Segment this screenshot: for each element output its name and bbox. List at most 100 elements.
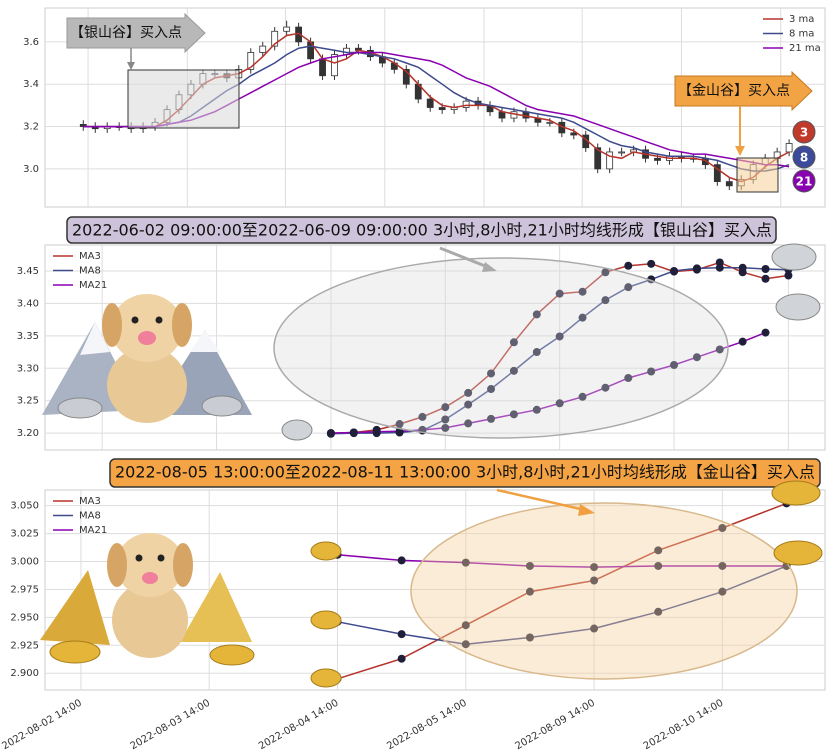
y-tick-label: 3.6 [23,37,39,48]
marker [372,427,381,436]
legend-label: MA8 [79,266,101,277]
overlay: 【银山谷】买入点 【金山谷】买入点 3 8 21 2022-06-02 09:0… [40,12,823,688]
ingot [209,644,255,666]
marker [654,607,663,616]
silver-decoration [42,243,821,441]
y-tick-label: 3.000 [10,557,39,568]
callout-arrowhead [735,146,745,156]
marker [532,405,541,414]
candle-body [79,124,87,127]
marker [647,367,656,376]
pointer-arrowhead [578,504,595,516]
dog-head [111,294,183,362]
panel-title: 2022-06-02 09:00:00至2022-06-09 09:00:00 … [72,221,772,240]
marker [601,383,610,392]
marker [624,261,633,270]
ingot [57,397,103,419]
marker [555,289,564,298]
marker [461,640,470,649]
ingot [310,668,342,688]
marker [525,633,534,642]
marker [692,264,701,273]
y-tick-label: 3.30 [17,363,39,374]
marker [670,361,679,370]
y-tick-label: 3.35 [17,331,39,342]
marker [555,399,564,408]
y-tick-label: 3.2 [23,122,39,133]
y-tick-label: 3.025 [10,529,39,540]
marker [397,630,406,639]
ingot [201,395,243,417]
ingot [281,419,313,441]
snow [190,330,220,352]
candle-body [713,164,721,182]
dog-eye [155,316,163,324]
marker [525,561,534,570]
ingot [49,640,101,664]
marker [715,345,724,354]
title-banner [109,458,821,488]
marker [718,561,727,570]
marker [461,621,470,630]
marker [349,428,358,437]
badge-21 [792,169,816,193]
marker [718,523,727,532]
marker [738,263,747,272]
marker [464,400,473,409]
highlight-ellipse [410,502,798,680]
marker [461,558,470,567]
pointer-arrowhead [482,262,497,272]
gold-callout [674,70,813,112]
dog-ear [107,543,127,587]
y-tick-label: 2.975 [10,584,39,595]
legend-label: MA3 [79,496,101,507]
snow [80,322,110,355]
marker [590,563,599,572]
y-tick-label: 2.950 [10,612,39,623]
marker [738,337,747,346]
dog-eye [157,554,165,562]
dog-tongue [142,572,158,584]
legend-label: 21 ma [789,43,821,54]
series-line [337,565,787,645]
legend-label: 8 ma [789,29,814,40]
marker [441,403,450,412]
candle-body [331,54,338,77]
candle-body [319,58,326,77]
callout-arrowhead [127,62,135,70]
legend-label: MA8 [79,511,101,522]
candle-body [546,121,554,124]
marker [784,271,793,280]
y-tick-label: 3.25 [17,396,39,407]
marker [578,287,587,296]
candle-body [247,52,255,70]
marker [525,587,534,596]
y-tick-label: 3.40 [17,298,39,309]
candle-body [654,157,661,161]
silver-zone [127,69,240,129]
dog-tongue [138,331,156,345]
marker [670,266,679,275]
dog-eye [131,316,139,324]
candle-body [426,98,434,108]
y-tick-label: 3.050 [10,501,39,512]
legend-label: 3 ma [789,14,814,25]
marker [487,385,496,394]
marker [487,369,496,378]
marker [441,423,450,432]
pointer-arrow [496,488,586,512]
plot-area [44,489,826,691]
marker [578,392,587,401]
x-tick-label: 2022-08-10 14:00 [642,698,726,753]
candle-body [271,30,279,47]
marker [761,265,770,274]
dog-body [112,582,188,658]
dog-ear [172,303,192,347]
marker [601,268,610,277]
marker [590,624,599,633]
marker [601,296,610,305]
legend-label: MA21 [79,280,107,291]
dog-head [116,533,184,597]
y-tick-label: 3.0 [23,164,39,175]
